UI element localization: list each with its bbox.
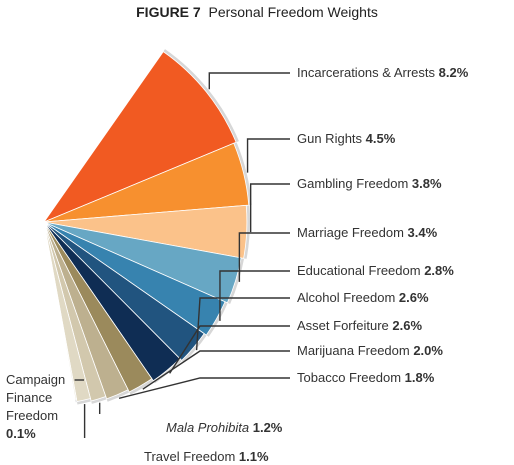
leader-gun-rights [246, 138, 290, 173]
pie-slice-gun-rights [43, 142, 250, 223]
label-asset-forfeiture: Asset Forfeiture 2.6% [297, 318, 422, 333]
pie-slice-marriage-freedom [43, 221, 242, 304]
label-tobacco-freedom: Tobacco Freedom 1.8% [297, 370, 435, 385]
leader-alcohol-freedom [195, 297, 290, 351]
label-mala-prohibita: Mala Prohibita 1.2% [166, 420, 283, 435]
pie-slice-educational-freedom [43, 221, 226, 336]
label-marriage-freedom: Marriage Freedom 3.4% [297, 225, 438, 240]
label-incarcerations-arrests: Incarcerations & Arrests 8.2% [297, 65, 469, 80]
pie-slice-marijuana-freedom [43, 221, 153, 393]
figure-number: FIGURE 7 [136, 4, 201, 20]
label-marijuana-freedom: Marijuana Freedom 2.0% [297, 343, 443, 358]
label-gambling-freedom: Gambling Freedom 3.8% [297, 176, 442, 191]
pie-slice-gambling-freedom [43, 204, 248, 259]
pie-slices [42, 49, 252, 405]
leader-gambling-freedom [249, 183, 290, 233]
slice-labels: Incarcerations & Arrests 8.2% Gun Rights … [6, 65, 469, 464]
pie-slice-mala-prohibita [43, 221, 107, 402]
chart-title: FIGURE 7 Personal Freedom Weights [0, 4, 514, 20]
pie-slice-travel-freedom [43, 221, 91, 403]
label-gun-rights: Gun Rights 4.5% [297, 131, 396, 146]
leader-marijuana-freedom [142, 350, 290, 390]
leader-marriage-freedom [238, 232, 290, 282]
label-alcohol-freedom: Alcohol Freedom 2.6% [297, 290, 429, 305]
chart-title-text: Personal Freedom Weights [208, 4, 378, 20]
label-travel-freedom: Travel Freedom 1.1% [144, 449, 269, 464]
leader-educational-freedom [219, 270, 290, 321]
pie-slice-incarcerations-arrests [42, 51, 237, 223]
pie-slice-tobacco-freedom [43, 221, 129, 400]
leader-incarcerations-arrests [208, 72, 290, 90]
label-educational-freedom: Educational Freedom 2.8% [297, 263, 454, 278]
leader-tobacco-freedom [118, 377, 290, 399]
leader-asset-forfeiture [169, 325, 290, 374]
leader-lines [74, 72, 290, 438]
pie-slice-campaign-finance-freedom [43, 221, 77, 400]
label-campaign-finance-freedom: Campaign Finance Freedom 0.1% [6, 372, 65, 441]
pie-slice-alcohol-freedom [43, 221, 205, 362]
